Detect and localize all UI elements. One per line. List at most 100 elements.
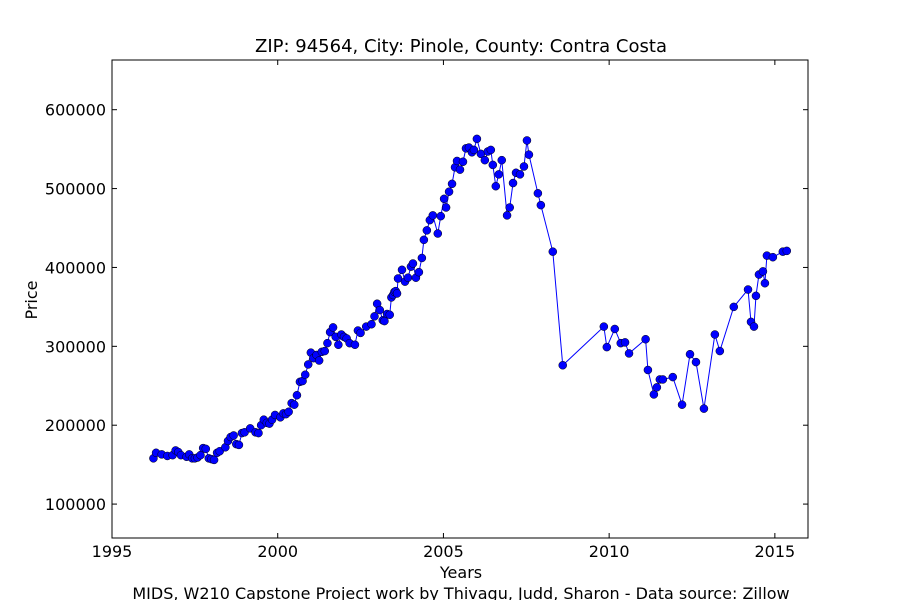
price-marker <box>370 312 379 321</box>
price-marker <box>393 274 403 283</box>
price-marker <box>685 349 695 359</box>
y-tick-label: 500000 <box>45 180 106 199</box>
price-marker <box>334 340 343 349</box>
price-marker <box>536 200 546 210</box>
y-tick-label: 600000 <box>45 101 106 120</box>
price-marker <box>392 289 402 298</box>
price-marker <box>455 165 465 174</box>
price-marker <box>486 145 496 155</box>
price-marker <box>710 330 720 339</box>
price-marker <box>652 383 662 392</box>
y-tick-label: 400000 <box>45 258 106 277</box>
price-marker <box>419 235 429 245</box>
price-marker <box>620 338 630 347</box>
price-marker <box>328 323 338 332</box>
price-marker <box>494 170 504 179</box>
price-marker <box>758 267 768 276</box>
price-marker <box>314 356 324 365</box>
price-marker <box>749 322 759 331</box>
price-marker <box>641 334 650 344</box>
price-marker <box>668 372 678 382</box>
price-marker <box>643 365 653 375</box>
price-marker <box>436 211 446 221</box>
price-marker <box>691 357 701 367</box>
x-tick-label: 2015 <box>754 542 795 561</box>
footer: MIDS, W210 Capstone Project work by Thiv… <box>132 584 789 600</box>
price-marker <box>320 346 330 356</box>
price-marker <box>610 324 620 334</box>
price-marker <box>602 342 612 352</box>
price-marker <box>505 203 514 212</box>
x-tick-label: 2010 <box>589 542 630 561</box>
plot-frame <box>111 59 809 539</box>
price-marker <box>715 346 725 356</box>
price-marker <box>497 155 507 165</box>
price-marker <box>403 273 413 282</box>
price-marker <box>290 400 299 409</box>
price-marker <box>284 407 293 417</box>
y-axis-label: Price <box>22 280 41 319</box>
price-marker <box>350 340 360 349</box>
price-marker <box>502 211 512 220</box>
x-tick-label: 2000 <box>257 542 298 561</box>
price-marker <box>234 440 244 450</box>
price-marker <box>760 278 770 288</box>
price-marker <box>508 178 518 188</box>
price-marker <box>768 252 778 262</box>
price-marker <box>414 267 424 277</box>
price-marker <box>422 226 432 235</box>
price-marker <box>782 246 792 256</box>
y-tick-label: 300000 <box>45 337 106 356</box>
price-marker <box>292 390 302 400</box>
price-marker <box>488 160 498 170</box>
price-marker <box>380 316 389 326</box>
price-marker <box>303 360 313 369</box>
price-marker <box>201 444 211 454</box>
price-marker <box>367 319 376 329</box>
price-marker <box>439 194 449 204</box>
price-marker <box>417 253 427 263</box>
price-marker <box>480 155 490 165</box>
x-tick-label: 2005 <box>423 542 464 561</box>
price-marker <box>699 404 709 413</box>
y-tick-label: 100000 <box>45 495 106 514</box>
price-marker <box>491 181 501 191</box>
price-marker <box>196 450 205 460</box>
price-marker <box>515 170 525 179</box>
price-marker <box>441 203 451 212</box>
price-marker <box>397 265 407 275</box>
price-marker <box>254 428 263 438</box>
price-marker <box>375 305 385 315</box>
x-axis-label: Years <box>439 563 482 582</box>
price-marker <box>658 375 668 384</box>
price-marker <box>323 338 332 348</box>
y-tick-label: 200000 <box>45 416 106 435</box>
price-marker <box>408 259 418 268</box>
chart-title: ZIP: 94564, City: Pinole, County: Contra… <box>255 36 667 57</box>
price-marker <box>524 150 534 159</box>
price-marker <box>743 285 753 294</box>
price-marker <box>469 145 479 155</box>
price-marker <box>300 370 310 379</box>
price-marker <box>729 302 739 312</box>
x-tick-label: 1995 <box>92 542 133 561</box>
price-marker <box>522 136 532 145</box>
price-marker <box>649 390 659 399</box>
price-marker <box>533 189 543 198</box>
price-marker <box>624 349 634 358</box>
price-marker <box>356 328 365 338</box>
price-marker <box>428 211 438 220</box>
price-marker <box>677 400 687 409</box>
price-marker <box>472 134 482 144</box>
price-marker <box>519 162 529 171</box>
price-marker <box>558 361 567 370</box>
price-marker <box>458 157 468 167</box>
price-marker <box>599 322 609 331</box>
price-marker <box>209 455 219 465</box>
price-marker <box>229 431 238 440</box>
price-marker <box>751 291 761 301</box>
price-marker <box>385 310 394 320</box>
